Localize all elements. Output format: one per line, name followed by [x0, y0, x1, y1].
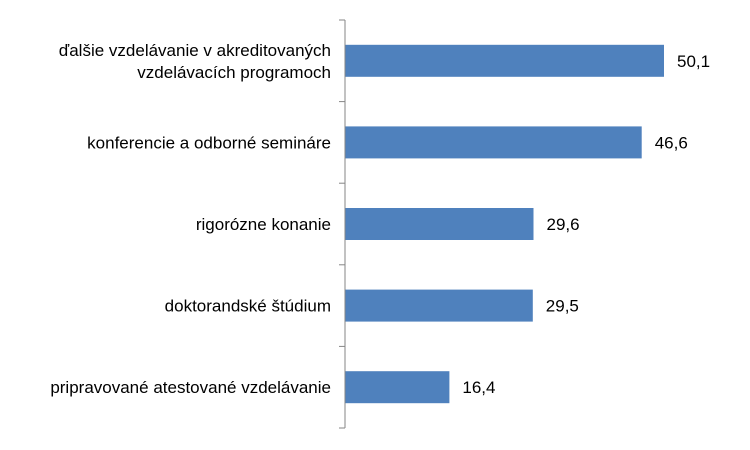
bar-2 — [345, 126, 642, 159]
category-label-5: pripravované atestované vzdelávanie — [50, 378, 331, 397]
value-label-2: 46,6 — [655, 133, 688, 152]
category-label-1: ďalšie vzdelávanie v akreditovaných vzdel… — [59, 41, 331, 82]
value-label-3: 29,6 — [547, 215, 580, 234]
category-label-line: vzdelávacích programoch — [137, 63, 331, 82]
bars-group — [345, 44, 664, 404]
category-label-4: doktorandské štúdium — [165, 297, 331, 316]
category-label-line: pripravované atestované vzdelávanie — [50, 378, 331, 397]
category-label-line: ďalšie vzdelávanie v akreditovaných — [59, 41, 331, 60]
value-label-4: 29,5 — [546, 297, 579, 316]
value-label-5: 16,4 — [462, 378, 495, 397]
category-label-2: konferencie a odborné semináre — [87, 133, 331, 152]
category-label-3: rigorózne konanie — [196, 215, 331, 234]
value-labels: 50,1 46,6 29,6 29,5 16,4 — [462, 52, 710, 397]
bar-3 — [345, 208, 534, 240]
category-label-line: rigorózne konanie — [196, 215, 331, 234]
category-label-line: konferencie a odborné semináre — [87, 133, 331, 152]
category-labels: ďalšie vzdelávanie v akreditovaných vzdel… — [50, 41, 331, 397]
category-axis — [339, 19, 346, 429]
bar-4 — [345, 289, 533, 322]
category-label-line: doktorandské štúdium — [165, 297, 331, 316]
value-label-1: 50,1 — [677, 52, 710, 71]
bar-5 — [345, 371, 450, 404]
bar-1 — [345, 44, 664, 77]
